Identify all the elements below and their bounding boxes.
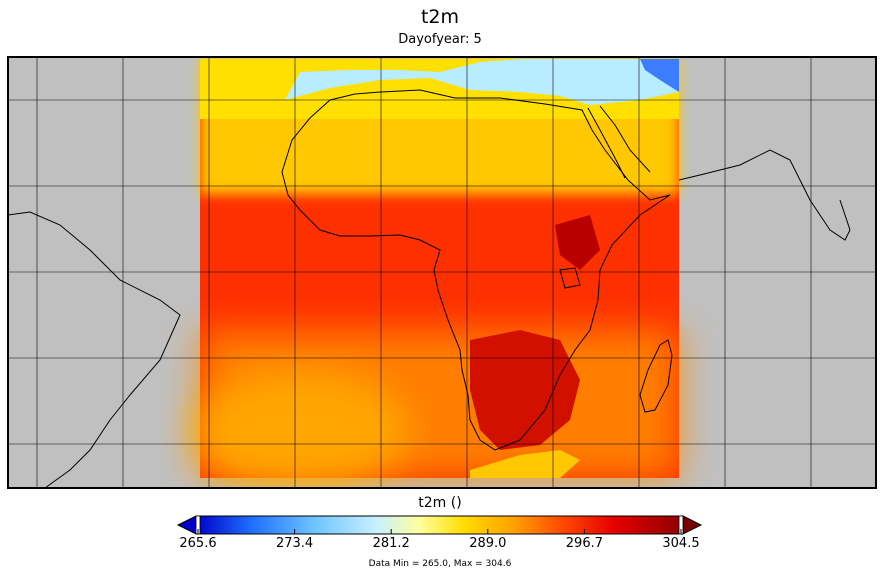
coastlines [7, 89, 851, 489]
ethiopia-hot [555, 215, 600, 270]
red-sea-east [599, 105, 651, 173]
south-america-coastline [7, 211, 181, 489]
red-sea-west [587, 107, 626, 179]
lake-victoria [559, 267, 581, 289]
grid-lines [8, 57, 876, 488]
colorbar-tick-label: 273.4 [275, 536, 314, 551]
south-atlantic-cool [190, 370, 410, 488]
colorbar-bar [195, 515, 684, 535]
colorbar-tick-label: 296.7 [565, 536, 603, 551]
cape-cool [470, 450, 580, 478]
colorbar-tick-label: 289.0 [469, 536, 507, 551]
data-range-label: Data Min = 265.0, Max = 304.6 [368, 559, 512, 569]
map-frame [7, 56, 877, 489]
mediterranean-cool [285, 59, 679, 105]
map-subtitle: Dayofyear: 5 [398, 32, 482, 47]
colorbar-tick-label: 265.6 [179, 536, 217, 551]
colorbar-tick-label: 304.5 [662, 536, 700, 551]
africa-coastline [281, 89, 671, 451]
colorbar-over-arrow [682, 515, 703, 535]
colorbar-tick-label: 281.2 [372, 536, 410, 551]
colorbar-title: t2m () [418, 495, 462, 511]
madagascar-coastline [639, 339, 673, 413]
map-title: t2m [420, 6, 460, 28]
anatolia-cold [640, 59, 679, 92]
arabia-india-coastline [678, 149, 851, 241]
colorbar-under-arrow [176, 515, 197, 535]
colorbar-ticks [197, 529, 682, 534]
kalahari-hot [470, 330, 580, 450]
